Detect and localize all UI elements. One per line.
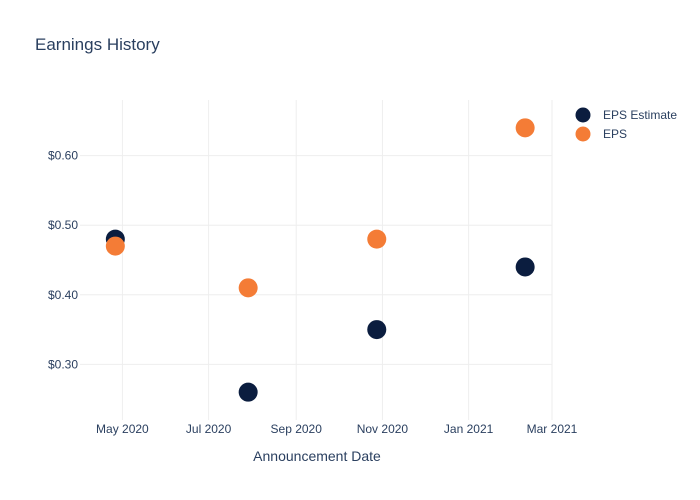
legend-label: EPS Estimate — [603, 108, 677, 122]
x-tick-label: Mar 2021 — [527, 422, 578, 436]
legend-marker — [575, 126, 591, 142]
x-tick-label: Jul 2020 — [186, 422, 232, 436]
legend-item[interactable]: EPS Estimate — [575, 107, 678, 123]
data-points — [105, 118, 535, 402]
y-tick-label: $0.40 — [48, 288, 78, 302]
grid-lines — [80, 100, 553, 420]
y-tick-label: $0.60 — [48, 149, 78, 163]
axis-ticks: May 2020 Jul 2020 Sep 2020 Nov 2020 Jan 2021… — [48, 149, 578, 436]
eps-point[interactable] — [105, 236, 125, 256]
eps-estimate-point[interactable] — [238, 382, 258, 402]
legend-marker — [575, 107, 591, 123]
x-tick-label: Sep 2020 — [271, 422, 323, 436]
eps-point[interactable] — [515, 118, 535, 138]
eps-point[interactable] — [238, 278, 258, 298]
x-tick-label: May 2020 — [96, 422, 149, 436]
y-tick-label: $0.50 — [48, 218, 78, 232]
chart-title: Earnings History — [35, 35, 160, 54]
legend-item[interactable]: EPS — [575, 126, 628, 142]
y-tick-label: $0.30 — [48, 357, 78, 371]
x-tick-label: Jan 2021 — [444, 422, 494, 436]
eps-point[interactable] — [367, 229, 387, 249]
legend[interactable]: EPS Estimate EPS — [575, 107, 678, 142]
legend-label: EPS — [603, 127, 627, 141]
eps-estimate-point[interactable] — [515, 257, 535, 277]
x-axis-title: Announcement Date — [253, 448, 381, 464]
x-tick-label: Nov 2020 — [357, 422, 409, 436]
eps-estimate-point[interactable] — [367, 320, 387, 340]
